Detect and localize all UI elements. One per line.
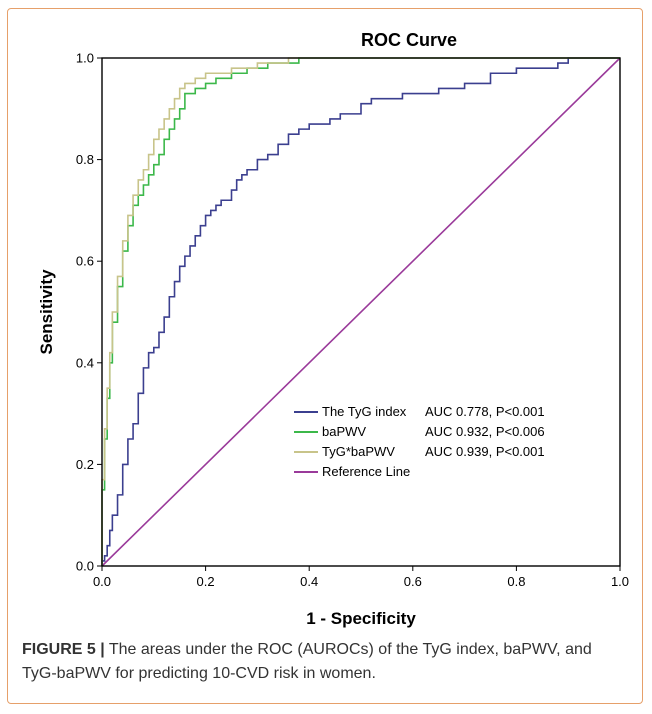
x-tick-label: 1.0 [611, 574, 629, 589]
legend-auc-the-tyg-index: AUC 0.778, P<0.001 [425, 404, 545, 419]
x-axis-label: 1 - Specificity [306, 609, 416, 628]
legend-auc-bapwv: AUC 0.932, P<0.006 [425, 424, 545, 439]
legend-auc-tyg-bapwv: AUC 0.939, P<0.001 [425, 444, 545, 459]
series-line-reference-line [101, 57, 621, 567]
y-tick-label: 1.0 [76, 51, 94, 66]
roc-chart: ROC Curve 1 - Specificity Sensitivity 0.… [37, 30, 629, 628]
caption-text: The areas under the ROC (AUROCs) of the … [22, 641, 592, 682]
figure-caption: FIGURE 5 | The areas under the ROC (AURO… [22, 638, 622, 686]
x-tick-label: 0.2 [197, 574, 215, 589]
x-tick-label: 0.6 [404, 574, 422, 589]
series-line-tyg-bapwv [101, 57, 620, 566]
y-tick-label: 0.8 [76, 152, 94, 167]
plot-area: 0.0 0.2 0.4 0.6 0.8 1.0 0.0 0.2 0.4 0.6 0.8 1.0 [76, 51, 629, 590]
caption-lead: FIGURE 5 | [22, 641, 105, 658]
legend-label-bapwv: baPWV [322, 424, 366, 439]
y-tick-label: 0.2 [76, 457, 94, 472]
y-tick-label: 0.6 [76, 254, 94, 269]
series-line-the-tyg-index [101, 57, 620, 566]
legend-label-reference-line: Reference Line [322, 464, 410, 479]
chart-title: ROC Curve [361, 30, 457, 50]
y-tick-label: 0.0 [76, 559, 94, 574]
x-tick-label: 0.4 [300, 574, 318, 589]
x-tick-label: 0.8 [507, 574, 525, 589]
legend-label-the-tyg-index: The TyG index [322, 404, 407, 419]
legend-label-tyg-bapwv: TyG*baPWV [322, 444, 395, 459]
y-axis-label: Sensitivity [37, 269, 56, 355]
x-tick-label: 0.0 [93, 574, 111, 589]
legend: The TyG index AUC 0.778, P<0.001 baPWV AUC … [294, 404, 545, 479]
plot-frame [101, 57, 621, 567]
y-tick-label: 0.4 [76, 355, 94, 370]
